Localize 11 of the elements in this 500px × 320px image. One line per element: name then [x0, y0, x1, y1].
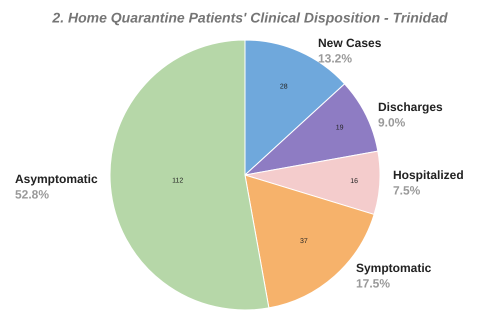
text: 17.5%	[356, 276, 390, 291]
chart-title: 2. Home Quarantine Patients' Clinical Disposition - Trinidad	[51, 10, 448, 26]
text: 52.8%	[15, 188, 50, 202]
text: 7.5%	[393, 184, 421, 198]
slice-label: Hospitalized	[393, 168, 464, 182]
text: 9.0%	[378, 116, 406, 130]
slice-label: Asymptomatic	[15, 172, 98, 186]
text: 13.2%	[318, 52, 352, 66]
slice-label: Symptomatic	[356, 261, 432, 275]
slice-label: New Cases	[318, 36, 382, 50]
slice-label: Discharges	[378, 100, 444, 114]
